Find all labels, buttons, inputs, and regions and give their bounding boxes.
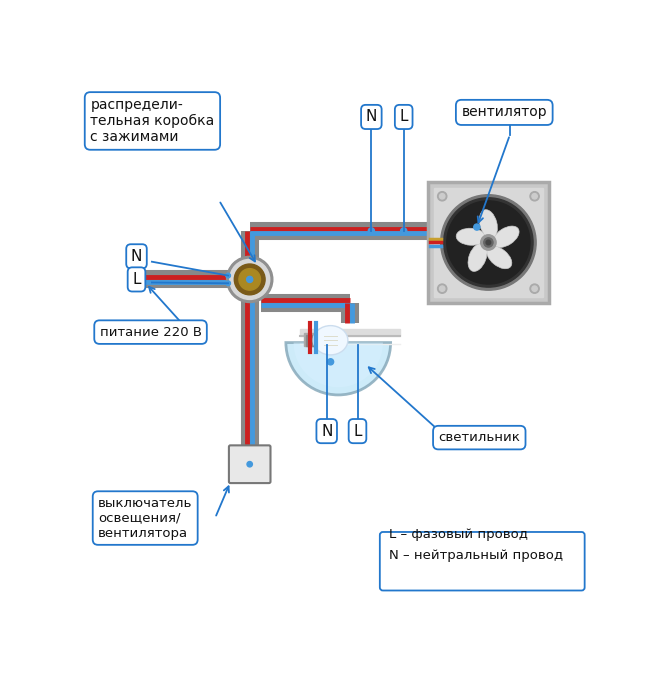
Ellipse shape bbox=[479, 210, 498, 238]
Wedge shape bbox=[294, 343, 383, 387]
Ellipse shape bbox=[314, 326, 348, 355]
Bar bbox=[304, 332, 317, 347]
Text: вентилятор: вентилятор bbox=[461, 106, 547, 119]
Circle shape bbox=[368, 228, 374, 234]
Circle shape bbox=[438, 192, 447, 201]
Circle shape bbox=[226, 256, 273, 303]
Circle shape bbox=[474, 224, 480, 230]
Bar bbox=[306, 335, 317, 346]
Text: N: N bbox=[131, 249, 142, 264]
Ellipse shape bbox=[456, 228, 486, 245]
Bar bbox=[300, 328, 400, 336]
FancyBboxPatch shape bbox=[229, 446, 271, 483]
Text: L: L bbox=[353, 423, 362, 439]
FancyBboxPatch shape bbox=[380, 532, 585, 590]
Text: N – нейтральный провод: N – нейтральный провод bbox=[389, 549, 563, 562]
Circle shape bbox=[226, 281, 230, 285]
Circle shape bbox=[447, 201, 530, 284]
Circle shape bbox=[484, 238, 493, 247]
Circle shape bbox=[327, 359, 333, 365]
Text: L: L bbox=[399, 110, 408, 125]
Circle shape bbox=[230, 259, 270, 299]
Wedge shape bbox=[286, 343, 391, 395]
FancyBboxPatch shape bbox=[428, 182, 549, 304]
Circle shape bbox=[532, 194, 537, 199]
Text: L – фазовый провод: L – фазовый провод bbox=[389, 528, 528, 541]
Circle shape bbox=[440, 286, 445, 291]
Circle shape bbox=[441, 194, 536, 290]
Circle shape bbox=[239, 269, 261, 290]
Circle shape bbox=[440, 194, 445, 199]
Circle shape bbox=[247, 462, 252, 467]
Bar bbox=[434, 188, 543, 297]
Circle shape bbox=[438, 284, 447, 293]
Text: N: N bbox=[321, 423, 333, 439]
Circle shape bbox=[530, 284, 539, 293]
Text: питание 220 В: питание 220 В bbox=[100, 326, 201, 339]
Circle shape bbox=[444, 198, 533, 287]
Circle shape bbox=[480, 235, 496, 250]
Ellipse shape bbox=[493, 226, 519, 248]
Circle shape bbox=[530, 192, 539, 201]
Circle shape bbox=[234, 264, 265, 295]
Text: L: L bbox=[132, 272, 141, 287]
Text: распредели-
тельная коробка
с зажимами: распредели- тельная коробка с зажимами bbox=[90, 98, 214, 144]
Text: N: N bbox=[366, 110, 377, 125]
Text: светильник: светильник bbox=[438, 431, 520, 444]
Bar bbox=[317, 336, 327, 344]
Ellipse shape bbox=[468, 244, 487, 271]
Circle shape bbox=[401, 228, 407, 234]
Ellipse shape bbox=[486, 246, 512, 269]
Circle shape bbox=[486, 240, 490, 245]
Circle shape bbox=[532, 286, 537, 291]
Text: выключатель
освещения/
вентилятора: выключатель освещения/ вентилятора bbox=[98, 497, 192, 540]
Circle shape bbox=[247, 277, 253, 283]
Circle shape bbox=[226, 273, 230, 278]
